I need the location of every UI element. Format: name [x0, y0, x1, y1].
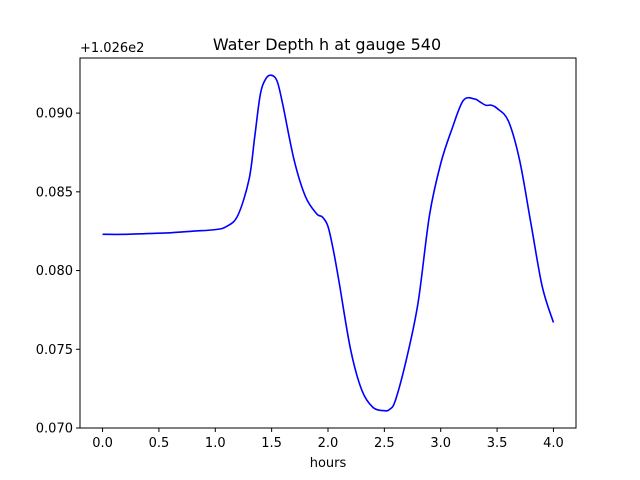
x-tick-label: 3.5	[487, 436, 508, 451]
plot-frame	[79, 57, 577, 429]
y-tick-label: 0.080	[36, 264, 73, 279]
y-tick-label: 0.070	[36, 422, 73, 437]
y-tick-label: 0.075	[36, 343, 73, 358]
series-lines	[102, 74, 555, 412]
x-axis-ticks: 0.0 0.5 1.0 1.5 2.0 2.5 3.0 3.5 4.0	[92, 428, 564, 451]
x-axis-label: hours	[310, 456, 347, 471]
x-tick-label: 2.0	[318, 436, 339, 451]
x-tick-label: 0.0	[92, 436, 113, 451]
y-tick-label: 0.090	[36, 107, 73, 122]
x-tick-label: 1.0	[205, 436, 226, 451]
chart-title: Water Depth h at gauge 540	[213, 35, 441, 54]
y-tick-label: 0.085	[36, 185, 73, 200]
y-axis-ticks: 0.070 0.075 0.080 0.085 0.090	[36, 107, 80, 437]
x-tick-label: 0.5	[149, 436, 170, 451]
x-tick-label: 1.5	[261, 436, 282, 451]
x-tick-label: 4.0	[543, 436, 564, 451]
x-tick-label: 2.5	[374, 436, 395, 451]
x-tick-label: 3.0	[430, 436, 451, 451]
series-line-0	[102, 74, 555, 412]
y-offset-text: +1.026e2	[80, 41, 144, 56]
